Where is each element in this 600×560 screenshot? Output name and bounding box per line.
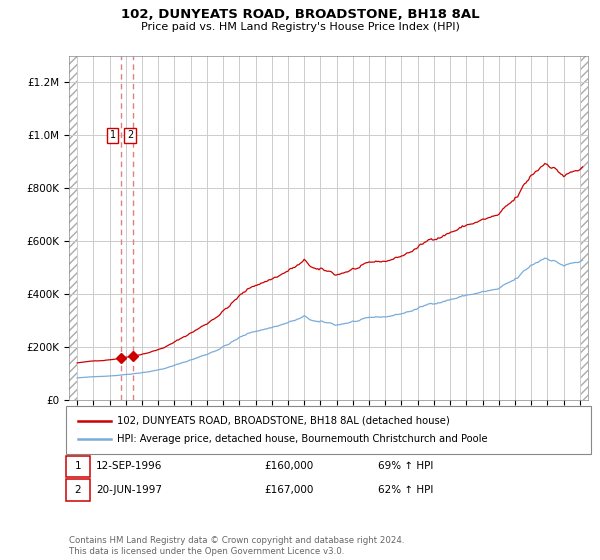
Text: 12-SEP-1996: 12-SEP-1996 <box>96 461 163 472</box>
Text: 1: 1 <box>74 461 82 472</box>
Bar <box>580 56 588 400</box>
Text: 102, DUNYEATS ROAD, BROADSTONE, BH18 8AL: 102, DUNYEATS ROAD, BROADSTONE, BH18 8AL <box>121 8 479 21</box>
Text: 1: 1 <box>110 130 116 141</box>
Text: 62% ↑ HPI: 62% ↑ HPI <box>378 485 433 495</box>
Text: 69% ↑ HPI: 69% ↑ HPI <box>378 461 433 472</box>
Text: 20-JUN-1997: 20-JUN-1997 <box>96 485 162 495</box>
Text: 2: 2 <box>74 485 82 495</box>
Text: Contains HM Land Registry data © Crown copyright and database right 2024.
This d: Contains HM Land Registry data © Crown c… <box>69 536 404 556</box>
Text: £160,000: £160,000 <box>264 461 313 472</box>
Bar <box>69 56 77 400</box>
Text: HPI: Average price, detached house, Bournemouth Christchurch and Poole: HPI: Average price, detached house, Bour… <box>117 434 488 444</box>
Text: 102, DUNYEATS ROAD, BROADSTONE, BH18 8AL (detached house): 102, DUNYEATS ROAD, BROADSTONE, BH18 8AL… <box>117 416 450 426</box>
Text: Price paid vs. HM Land Registry's House Price Index (HPI): Price paid vs. HM Land Registry's House … <box>140 22 460 32</box>
Text: 2: 2 <box>127 130 133 141</box>
Text: £167,000: £167,000 <box>264 485 313 495</box>
